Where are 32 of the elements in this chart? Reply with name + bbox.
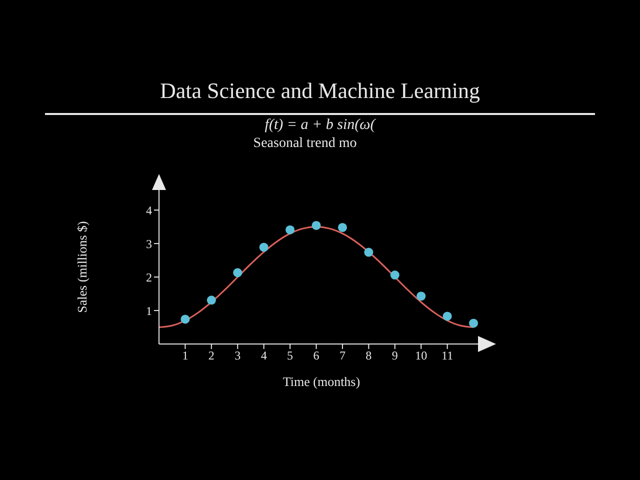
- x-tick-label: 6: [313, 348, 320, 363]
- y-tick-label: 2: [146, 270, 152, 284]
- point: [442, 312, 452, 321]
- y-tick-label: 1: [146, 304, 152, 318]
- point: [233, 268, 242, 278]
- point: [312, 220, 321, 230]
- x-tick-label: 2: [208, 348, 214, 363]
- chart-subtitle: f(t) = a + b sin(ω(: [264, 117, 377, 134]
- point: [364, 248, 374, 257]
- point: [180, 314, 190, 324]
- x-tick-label: 4: [260, 348, 267, 363]
- point: [416, 292, 426, 301]
- x-tick-label: 11: [442, 348, 454, 363]
- x-tick-label: 9: [392, 348, 398, 363]
- x-tick-label: 3: [234, 348, 241, 363]
- x-axis-title: Time (months): [282, 374, 360, 389]
- chart-title: Data Science and Machine Learning: [158, 78, 482, 104]
- text: Seasonal trend mo: [252, 136, 358, 152]
- x-tick-label: 7: [339, 348, 346, 363]
- x-tick-label: 8: [366, 348, 372, 363]
- x-tick-label: 1: [182, 348, 188, 363]
- point: [286, 225, 295, 234]
- y-tick-label: 4: [146, 203, 152, 218]
- point: [259, 242, 268, 252]
- point: [206, 296, 216, 305]
- point: [338, 222, 347, 232]
- point: [469, 318, 478, 328]
- y-axis-title: Sales (millions $): [74, 221, 90, 313]
- y-tick-label: 3: [146, 236, 152, 251]
- point: [390, 270, 400, 280]
- x-tick-label: 10: [415, 348, 428, 363]
- x-tick-label: 5: [287, 348, 294, 363]
